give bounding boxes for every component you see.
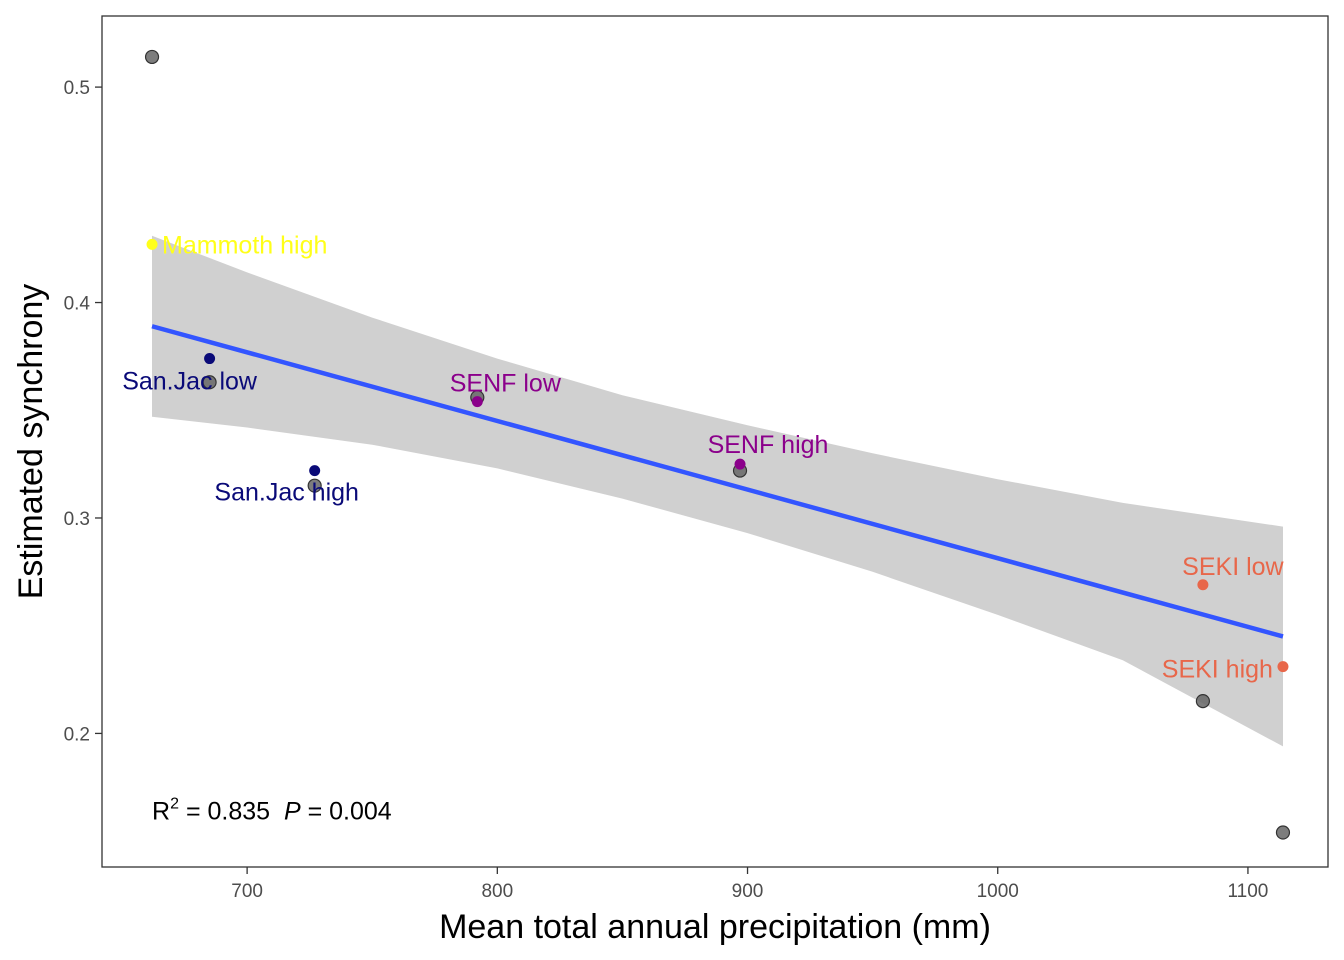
gray-point xyxy=(1275,825,1291,840)
plot-panel-border xyxy=(101,15,1329,868)
fit-line-layer xyxy=(151,324,1284,639)
x-tick-label: 800 xyxy=(481,881,513,902)
gray-point xyxy=(307,478,322,493)
point-labels-layer: Mammoth high San.Jac low San.Jac high SENF … xyxy=(122,231,1284,683)
y-tick-label: 0.5 xyxy=(64,78,90,99)
colored-point xyxy=(471,396,483,408)
point-label: San.Jac low xyxy=(122,368,258,396)
point-label: Mammoth high xyxy=(162,231,327,259)
x-axis: 700 800 900 1000 1100 xyxy=(231,867,1268,902)
x-tick-label: 700 xyxy=(231,881,263,902)
y-axis-title: Estimated synchrony xyxy=(12,284,50,600)
gray-point xyxy=(144,49,160,65)
p-value: = 0.004 xyxy=(301,797,392,825)
colored-point xyxy=(734,458,746,470)
y-tick-label: 0.3 xyxy=(64,509,90,530)
colored-point xyxy=(146,238,158,250)
colored-point xyxy=(309,465,321,477)
colored-point xyxy=(204,353,216,365)
x-tick-label: 1100 xyxy=(1228,881,1269,902)
point-label: SEKI high xyxy=(1162,656,1273,684)
regression-line xyxy=(151,324,1284,639)
stats-annotation: R2 = 0.835 P = 0.004 xyxy=(152,795,392,825)
gray-point xyxy=(202,375,217,390)
x-tick-label: 1000 xyxy=(977,881,1019,902)
x-axis-title: Mean total annual precipitation (mm) xyxy=(439,908,991,946)
gray-point xyxy=(1195,694,1210,709)
point-label: SENF high xyxy=(708,431,829,459)
point-label: SENF low xyxy=(450,370,562,398)
y-tick-label: 0.2 xyxy=(64,724,90,745)
y-tick-label: 0.4 xyxy=(64,294,91,315)
colored-point xyxy=(1277,661,1289,673)
r2-p-annotation: R2 = 0.835 P = 0.004 xyxy=(152,795,392,825)
confidence-band xyxy=(152,235,1283,747)
colored-point xyxy=(1197,579,1209,591)
colored-points-layer xyxy=(146,238,1289,673)
x-tick-label: 900 xyxy=(732,881,764,902)
confidence-band-layer xyxy=(152,235,1283,747)
p-symbol: P xyxy=(284,797,301,825)
point-label: San.Jac high xyxy=(214,479,359,507)
y-axis: 0.2 0.3 0.4 0.5 xyxy=(64,78,102,745)
r-symbol: R xyxy=(152,797,170,825)
point-label: SEKI low xyxy=(1182,553,1284,581)
r-value: = 0.835 xyxy=(179,797,284,825)
r-superscript: 2 xyxy=(170,795,179,812)
